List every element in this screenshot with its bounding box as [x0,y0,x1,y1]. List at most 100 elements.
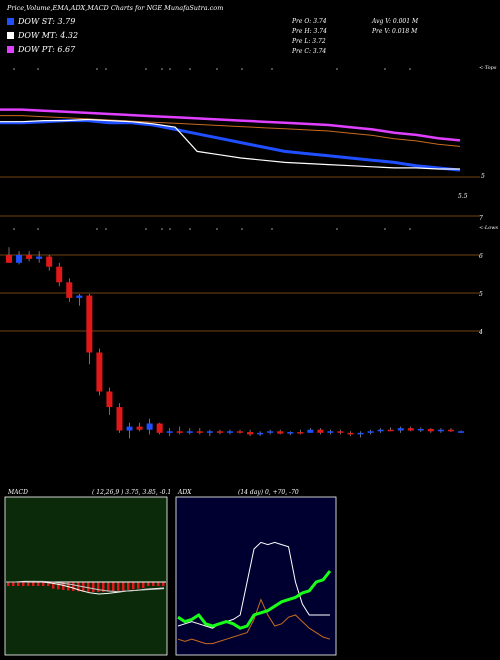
ema-date-dot [13,68,15,70]
macd-hist-bar [107,582,110,592]
macd-hist-bar [62,582,65,590]
macd-hist-bar [37,582,40,586]
candle-body [216,431,223,433]
candle-date-dot [169,228,171,230]
macd-hist-bar [92,582,95,592]
candle-body [46,256,53,267]
macd-hist-bar [27,582,30,586]
macd-hist-bar [72,582,75,591]
ema-date-dot [161,68,163,70]
candle-date-dot [189,228,191,230]
candle-body [277,431,284,434]
candle-body [126,426,133,431]
legend-swatch-mt [7,32,14,39]
ema-line-2 [0,108,461,142]
ema-date-dot [216,68,218,70]
stat-pre-close: Pre C: 3.74 [292,48,327,55]
candle-body [166,431,173,433]
stat-pre-open: Pre O: 3.74 [292,18,327,25]
candle-body [257,432,264,435]
ema-date-dot [145,68,147,70]
candle-body [156,423,163,433]
legend-item-dow-pt: DOW PT: 6.67 [7,45,75,54]
candle-date-dot [161,228,163,230]
candle-date-dot [409,228,411,230]
candle-date-dot [384,228,386,230]
candle-body [287,432,294,434]
candle-body [407,428,414,431]
candle-body [367,431,374,433]
tick-candle-5: 5 [479,291,483,298]
candle-body [397,428,404,431]
macd-hist-bar [142,582,145,588]
macd-hist-bar [147,582,150,586]
candle-body [136,426,143,430]
tick-ema-5: 5 [481,173,485,180]
ema-date-dot [169,68,171,70]
macd-hist-bar [32,582,35,586]
adx-label: ADX [178,489,192,496]
tick-candle-6: 6 [479,253,483,260]
candle-date-dot [145,228,147,230]
macd-hist-bar [112,582,115,592]
candle-body [377,429,384,432]
candle-date-dot [271,228,273,230]
adx-chart [175,496,337,656]
macd-hist-bar [152,582,155,586]
macd-hist-bar [42,582,45,586]
candle-body [337,431,344,433]
candle-date-dot [336,228,338,230]
label-tops: <-Tops [479,65,497,71]
ema-chart [0,68,461,230]
macd-hist-bar [157,582,160,586]
macd-hist-bar [162,582,165,586]
candle-body [56,266,63,283]
macd-hist-bar [12,582,15,586]
candle-body [16,255,23,263]
ema-date-dot [241,68,243,70]
stat-pre-volume: Pre V: 0.018 M [372,28,418,35]
candle-body [357,432,364,435]
candle-body [196,431,203,433]
macd-params: ( 12,26,9 ) 3.75, 3.85, -0.1 [92,489,172,496]
stat-pre-high: Pre H: 3.74 [292,28,327,35]
candle-body [267,431,274,433]
candle-body [66,282,73,298]
candle-body [186,431,193,433]
macd-hist-bar [137,582,140,589]
candlestick-chart [6,247,464,439]
macd-line-1 [6,580,165,593]
adx-line-adx [177,570,332,630]
label-lows: <-Lows [479,225,499,231]
macd-hist-bar [77,582,80,592]
legend-swatch-pt [7,46,14,53]
tick-candle-4: 4 [479,329,483,336]
candle-body [206,431,213,433]
macd-hist-bar [132,582,135,590]
tick-ema-5-5: 5.5 [458,193,468,200]
candle-body [176,431,183,433]
candle-body [427,428,434,432]
macd-hist-bar [87,582,90,592]
candle-body [146,423,153,430]
candle-body [247,432,254,435]
macd-hist-bar [17,582,20,586]
macd-hist-bar [122,582,125,591]
ema-date-dot [96,68,98,70]
candle-body [417,428,424,431]
candle-body [76,295,83,298]
legend-item-dow-mt: DOW MT: 4.32 [7,31,78,40]
gridlines [0,176,480,332]
candle-body [36,256,43,259]
candle-body [26,255,33,259]
legend-label-pt: DOW PT: 6.67 [18,45,76,54]
candle-body [347,432,354,435]
stat-avg-volume: Avg V: 0.001 M [372,18,419,25]
candle-body [307,429,314,433]
adx-line-plus-di [177,598,331,645]
candle-body [458,431,464,433]
legend-swatch-st [7,18,14,25]
macd-hist-bar [57,582,60,590]
adx-line-minus-di [177,541,330,629]
